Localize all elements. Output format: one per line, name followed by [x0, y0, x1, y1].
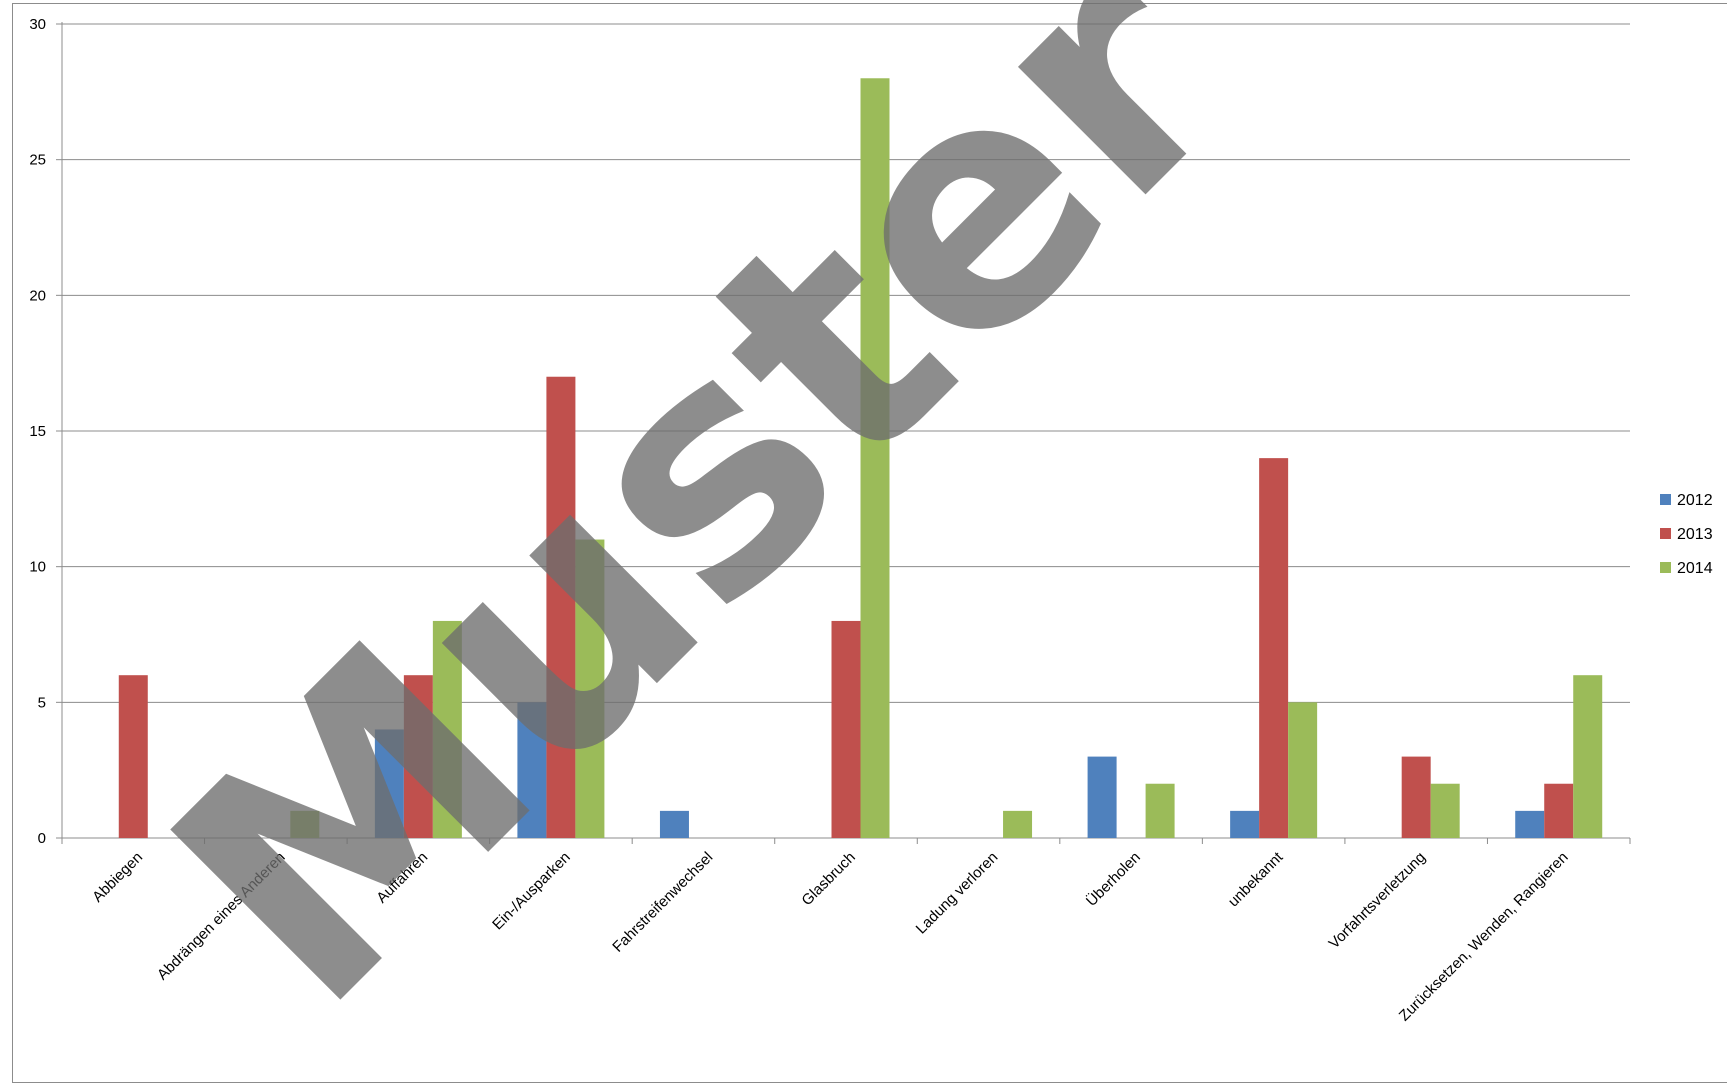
- category-label: unbekannt: [1225, 848, 1287, 910]
- category-label: Überholen: [1082, 848, 1144, 910]
- bar-2013-3: [546, 376, 576, 838]
- category-label: Vorfahrtsverletzung: [1326, 849, 1429, 952]
- bar-2014-8: [1288, 702, 1318, 838]
- y-tick-label: 0: [38, 830, 46, 847]
- category-label: Zurücksetzen, Wenden, Rangieren: [1396, 849, 1572, 1025]
- bar-2013-9: [1401, 756, 1431, 838]
- category-label: Abbiegen: [89, 849, 146, 906]
- bar-2013-10: [1544, 783, 1574, 838]
- bar-2013-0: [118, 675, 148, 838]
- legend-label-2012: 2012: [1677, 492, 1713, 509]
- bar-2012-2: [374, 729, 404, 838]
- bar-2014-5: [860, 78, 890, 839]
- bar-2014-2: [432, 620, 462, 838]
- y-tick-labels: 0 5 10 15 20 25 30: [29, 16, 46, 847]
- category-label: Fahrstreifenwechsel: [609, 849, 716, 956]
- category-label: Ladung verloren: [913, 849, 1002, 938]
- bar-2013-8: [1259, 458, 1289, 838]
- legend: 2012 2013 2014: [1660, 492, 1713, 577]
- bar-2014-10: [1573, 675, 1603, 838]
- legend-swatch-2013: [1660, 528, 1671, 539]
- y-tick-label: 30: [29, 16, 46, 33]
- bar-2012-7: [1087, 756, 1117, 838]
- legend-label-2014: 2014: [1677, 560, 1713, 577]
- bar-2014-3: [575, 539, 605, 838]
- y-tick-label: 15: [29, 423, 46, 440]
- y-tick-label: 10: [29, 559, 46, 576]
- bars: [118, 78, 1603, 839]
- legend-label-2013: 2013: [1677, 526, 1713, 543]
- bar-2014-9: [1430, 783, 1460, 838]
- bar-2014-6: [1003, 810, 1033, 838]
- bar-2013-2: [403, 675, 433, 838]
- bar-2012-3: [517, 702, 547, 838]
- bar-2012-8: [1230, 810, 1260, 838]
- bar-2012-4: [659, 810, 689, 838]
- category-label: Glasbruch: [798, 849, 858, 909]
- y-tick-label: 25: [29, 152, 46, 169]
- bar-2012-10: [1515, 810, 1545, 838]
- bar-2014-1: [290, 810, 320, 838]
- bar-2014-7: [1145, 783, 1175, 838]
- legend-swatch-2012: [1660, 494, 1671, 505]
- bar-2013-5: [831, 620, 861, 838]
- y-tick-label: 20: [29, 287, 46, 304]
- legend-swatch-2014: [1660, 562, 1671, 573]
- y-tick-label: 5: [38, 694, 46, 711]
